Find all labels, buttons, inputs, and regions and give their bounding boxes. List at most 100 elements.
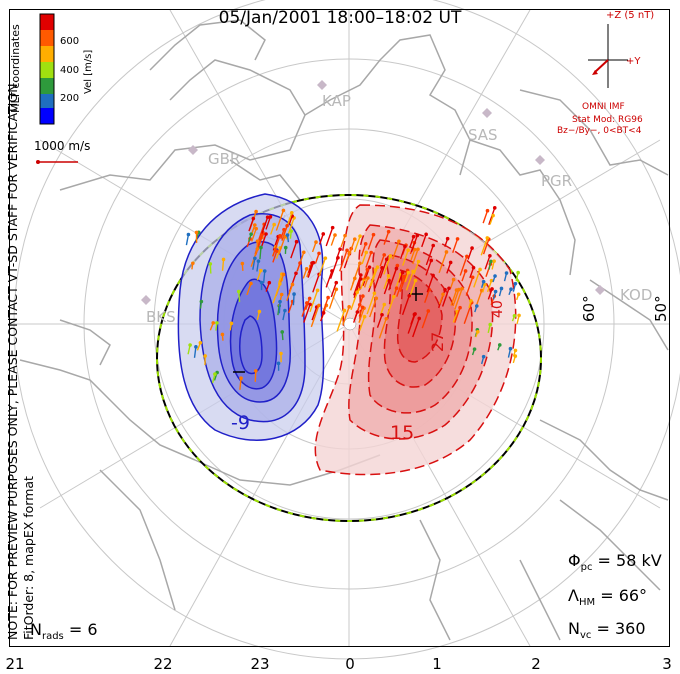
velocity-vector-origin xyxy=(257,309,262,314)
velocity-vector-origin xyxy=(512,314,517,318)
velocity-vector-origin xyxy=(294,271,298,276)
velocity-vector-origin xyxy=(211,321,216,325)
velocity-vector-origin xyxy=(360,305,365,310)
velocity-vector-origin xyxy=(508,346,513,351)
velocity-vector-origin xyxy=(516,270,520,275)
velocity-vector-origin xyxy=(240,261,245,266)
velocity-vector xyxy=(399,270,409,292)
velocity-vector-origin xyxy=(294,239,299,244)
velocity-vector-origin xyxy=(256,259,261,263)
velocity-vector-origin xyxy=(220,332,225,337)
velocity-vector-origin xyxy=(489,278,494,283)
velocity-vector xyxy=(421,310,429,329)
velocity-vector xyxy=(482,210,489,224)
velocity-vector-origin xyxy=(253,256,257,261)
velocity-vector-origin xyxy=(424,232,428,237)
velocity-vector-origin xyxy=(361,294,365,298)
coastlines xyxy=(19,19,669,641)
velocity-vector xyxy=(368,269,377,289)
map-title: 05/Jan/2001 18:00–18:02 UT xyxy=(218,8,462,28)
velocity-vector-origin xyxy=(488,322,492,327)
velocity-vector-origin xyxy=(465,254,469,259)
velocity-vector-origin xyxy=(443,287,447,292)
velocity-vector xyxy=(303,304,311,323)
velocity-vector xyxy=(452,289,460,307)
velocity-vector-origin xyxy=(400,270,405,275)
velocity-vector-origin xyxy=(369,250,373,255)
velocity-vector xyxy=(399,246,406,260)
velocity-vector-origin xyxy=(412,247,417,252)
velocity-vector xyxy=(391,241,400,260)
velocity-vector-origin xyxy=(416,247,420,252)
velocity-vector xyxy=(353,278,362,299)
velocity-vector-origin xyxy=(276,361,281,366)
velocity-vector-origin xyxy=(285,233,290,237)
velocity-vector-origin xyxy=(472,347,477,351)
velocity-vector xyxy=(446,262,452,274)
velocity-vector-origin xyxy=(281,272,286,277)
velocity-vector xyxy=(379,254,385,267)
contour-label-27: 27 xyxy=(428,331,447,352)
velocity-vector-origin xyxy=(397,239,401,244)
velocity-vector-origin xyxy=(497,343,502,347)
velocity-vector-origin xyxy=(371,232,376,237)
velocity-vector-origin xyxy=(482,282,487,287)
cross-polar-potential-value: = 58 kV xyxy=(597,551,662,570)
negative-potential-cell xyxy=(177,193,325,441)
velocity-vector-origin xyxy=(362,314,367,319)
velocity-vector-origin xyxy=(307,296,312,301)
velocity-vector xyxy=(424,289,430,303)
velocity-vector xyxy=(463,302,473,325)
velocity-vector-origin xyxy=(280,330,285,334)
station-kod: KOD xyxy=(620,286,653,304)
velocity-vector-origin xyxy=(342,308,347,313)
station-pgr: PGR xyxy=(541,172,573,190)
velocity-vector xyxy=(366,293,376,315)
velocity-vector-origin xyxy=(492,259,496,263)
velocity-vector-origin xyxy=(411,269,415,274)
velocity-vector-origin xyxy=(367,265,372,270)
velocity-vector-origin xyxy=(493,274,497,278)
velocity-vector xyxy=(386,296,395,316)
station-kap: KAP xyxy=(322,92,351,110)
velocity-vector-origin xyxy=(485,236,490,240)
velocity-vector-origin xyxy=(314,240,318,244)
velocity-vector-origin xyxy=(343,233,347,238)
velocity-vector-origin xyxy=(516,292,521,297)
station-gbr: GBR xyxy=(208,150,241,168)
velocity-vector-origin xyxy=(413,278,418,283)
velocity-vector xyxy=(405,271,414,291)
velocity-vector xyxy=(278,301,281,314)
vector-count-value: = 360 xyxy=(596,619,646,638)
velocity-vector-origin xyxy=(402,274,406,279)
velocity-vector xyxy=(409,236,415,248)
velocity-vector-origin xyxy=(323,256,328,260)
velocity-vector xyxy=(275,210,285,231)
velocity-vector xyxy=(312,274,320,293)
mlt-label-3: 3 xyxy=(662,655,672,673)
velocity-vector xyxy=(376,314,383,328)
velocity-vector-origin xyxy=(301,250,306,255)
velocity-vector xyxy=(272,283,281,304)
velocity-vector-origin xyxy=(366,276,370,280)
velocity-vector-origin xyxy=(305,301,309,305)
velocity-vector xyxy=(325,270,333,288)
station-sas: SAS xyxy=(468,126,498,144)
velocity-vector xyxy=(307,262,315,278)
velocity-vector xyxy=(309,290,319,313)
velocity-vector xyxy=(473,269,481,288)
fit-order-label: FitOrder: 8, mapEX format xyxy=(21,476,36,640)
velocity-vector-origin xyxy=(315,288,320,293)
mlt-label-0: 0 xyxy=(345,655,355,673)
velocity-vector xyxy=(425,260,432,276)
velocity-vector xyxy=(353,311,359,323)
mlt-coordinates-label: MLT coordinates xyxy=(9,24,22,113)
velocity-vector xyxy=(258,224,265,241)
velocity-vector-origin xyxy=(213,372,217,376)
velocity-vector-origin xyxy=(251,216,256,221)
velocity-vector xyxy=(340,235,346,248)
velocity-vector-origin xyxy=(259,280,264,285)
velocity-vector xyxy=(480,237,488,256)
velocity-vector-origin xyxy=(334,287,339,292)
